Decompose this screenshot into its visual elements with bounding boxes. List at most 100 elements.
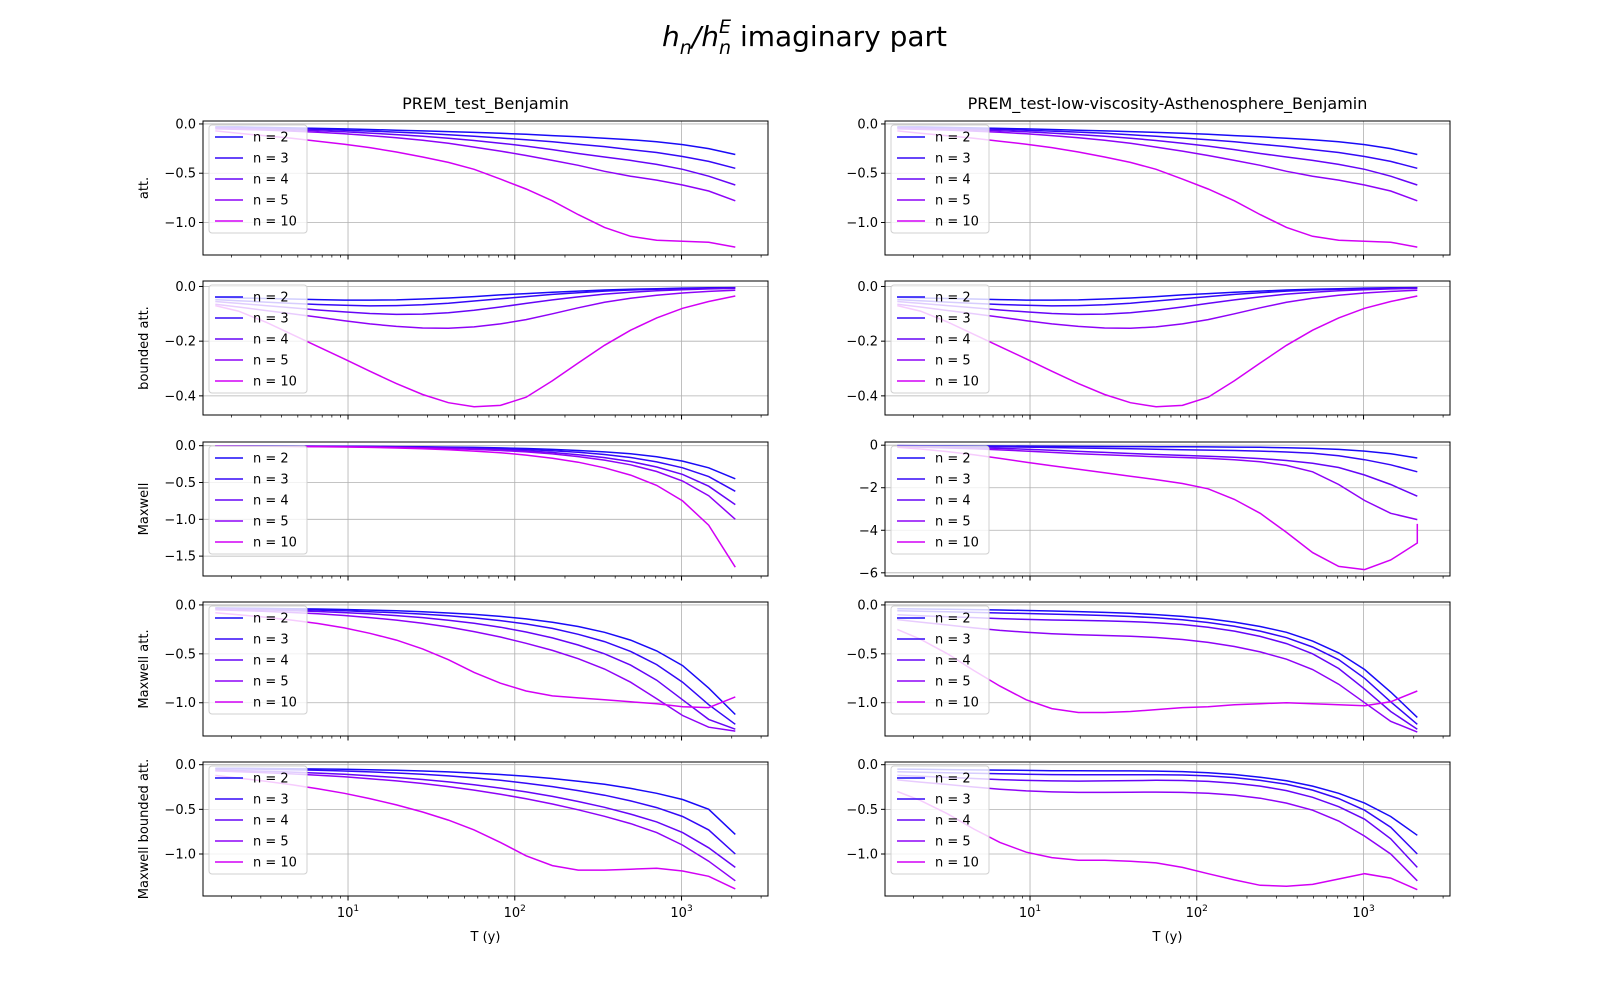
suptitle-rest: imaginary part: [731, 20, 947, 53]
y-tick-label: −1.0: [846, 696, 878, 711]
legend-entry: n = 2: [935, 452, 971, 467]
y-axis-label: Maxwell att.: [137, 629, 152, 708]
y-tick-label: −0.4: [846, 389, 878, 404]
suptitle-sub2: n: [719, 37, 731, 59]
legend-entry: n = 5: [935, 194, 971, 209]
legend: n = 2 n = 3 n = 4 n = 5 n = 10: [208, 124, 308, 234]
legend-entry: n = 2: [935, 291, 971, 306]
legend-box: [890, 445, 990, 555]
legend: n = 2 n = 3 n = 4 n = 5 n = 10: [890, 445, 990, 555]
legend-entry: n = 5: [253, 354, 289, 369]
legend-box: [208, 445, 308, 555]
y-tick-label: 0.0: [857, 758, 878, 773]
legend-entry: n = 3: [935, 152, 971, 167]
legend-entry: n = 3: [253, 473, 289, 488]
y-tick-label: −0.2: [164, 335, 196, 350]
legend-entry: n = 5: [935, 675, 971, 690]
suptitle-sup: E: [719, 16, 731, 38]
legend: n = 2 n = 3 n = 4 n = 5 n = 10: [890, 605, 990, 715]
legend-entry: n = 3: [253, 152, 289, 167]
axes-frame: [884, 120, 1451, 256]
column-title: PREM_test-low-viscosity-Asthenosphere_Be…: [968, 94, 1368, 114]
legend-entry: n = 5: [253, 835, 289, 850]
svg-text:hn/hEn imaginary part: hn/hE n imaginary part: [662, 16, 947, 59]
legend-entry: n = 10: [935, 375, 979, 390]
legend-entry: n = 10: [935, 696, 979, 711]
y-axis-label: bounded att.: [137, 306, 152, 390]
legend-entry: n = 4: [935, 814, 971, 829]
legend-entry: n = 3: [935, 793, 971, 808]
legend-entry: n = 5: [253, 675, 289, 690]
legend-entry: n = 2: [935, 131, 971, 146]
y-tick-label: −1.0: [846, 848, 878, 863]
x-axis-label: T (y): [1152, 930, 1183, 945]
x-tick-label: 103: [670, 904, 692, 921]
y-tick-label: 0.0: [857, 280, 878, 295]
x-tick-label: 101: [1019, 904, 1041, 921]
legend: n = 2 n = 3 n = 4 n = 5 n = 10: [208, 765, 308, 875]
legend-entry: n = 2: [253, 612, 289, 627]
legend-entry: n = 5: [935, 835, 971, 850]
subplot-r4-c0: 0.0 −0.5 −1.0 101 102 103 T (y) Maxwell bounded…: [137, 758, 769, 945]
axes-frame: [202, 601, 769, 737]
y-tick-label: −1.0: [164, 696, 196, 711]
y-tick-label: 0.0: [857, 117, 878, 132]
figure-suptitle: hn/hE n imaginary part: [662, 16, 947, 59]
legend-entry: n = 4: [935, 333, 971, 348]
legend-entry: n = 2: [253, 772, 289, 787]
legend-entry: n = 10: [253, 536, 297, 551]
legend-entry: n = 3: [935, 312, 971, 327]
legend-box: [208, 605, 308, 715]
y-axis-label: Maxwell bounded att.: [137, 759, 152, 899]
y-tick-label: −0.5: [846, 647, 878, 662]
legend-entry: n = 5: [253, 515, 289, 530]
legend-entry: n = 10: [253, 696, 297, 711]
legend-entry: n = 4: [935, 494, 971, 509]
axes-frame: [202, 120, 769, 256]
legend-entry: n = 4: [253, 333, 289, 348]
legend: n = 2 n = 3 n = 4 n = 5 n = 10: [890, 765, 990, 875]
y-tick-label: −0.4: [164, 389, 196, 404]
legend-entry: n = 4: [253, 494, 289, 509]
legend-entry: n = 3: [935, 633, 971, 648]
legend-entry: n = 4: [935, 654, 971, 669]
legend-box: [890, 765, 990, 875]
legend-entry: n = 2: [253, 452, 289, 467]
legend-entry: n = 5: [253, 194, 289, 209]
legend-box: [208, 765, 308, 875]
y-tick-label: −1.0: [164, 513, 196, 528]
legend-entry: n = 5: [935, 515, 971, 530]
y-tick-label: −0.2: [846, 335, 878, 350]
axes-frame: [884, 441, 1451, 577]
y-tick-label: −0.5: [164, 476, 196, 491]
y-tick-label: 0.0: [175, 598, 196, 613]
suptitle-base: h: [662, 20, 680, 53]
subplot-r2-c1: 0 −2 −4 −6 n = 2 n = 3 n = 4 n = 5 n = 10: [859, 439, 1451, 581]
legend-box: [208, 124, 308, 234]
x-axis-label: T (y): [470, 930, 501, 945]
legend-entry: n = 4: [253, 814, 289, 829]
y-tick-label: −0.5: [164, 647, 196, 662]
y-tick-label: 0.0: [175, 280, 196, 295]
y-tick-label: −1.5: [164, 550, 196, 565]
legend-entry: n = 10: [935, 856, 979, 871]
legend: n = 2 n = 3 n = 4 n = 5 n = 10: [208, 284, 308, 394]
legend-entry: n = 10: [253, 375, 297, 390]
legend-entry: n = 10: [935, 536, 979, 551]
legend-box: [208, 284, 308, 394]
legend-entry: n = 3: [253, 793, 289, 808]
legend: n = 2 n = 3 n = 4 n = 5 n = 10: [208, 445, 308, 555]
y-tick-label: 0.0: [857, 598, 878, 613]
x-tick-label: 102: [1186, 904, 1208, 921]
legend-entry: n = 2: [253, 131, 289, 146]
y-tick-label: −0.5: [164, 167, 196, 182]
x-tick-label: 101: [337, 904, 359, 921]
legend-entry: n = 10: [253, 215, 297, 230]
axes-frame: [884, 761, 1451, 897]
column-title: PREM_test_Benjamin: [402, 94, 569, 114]
legend: n = 2 n = 3 n = 4 n = 5 n = 10: [208, 605, 308, 715]
